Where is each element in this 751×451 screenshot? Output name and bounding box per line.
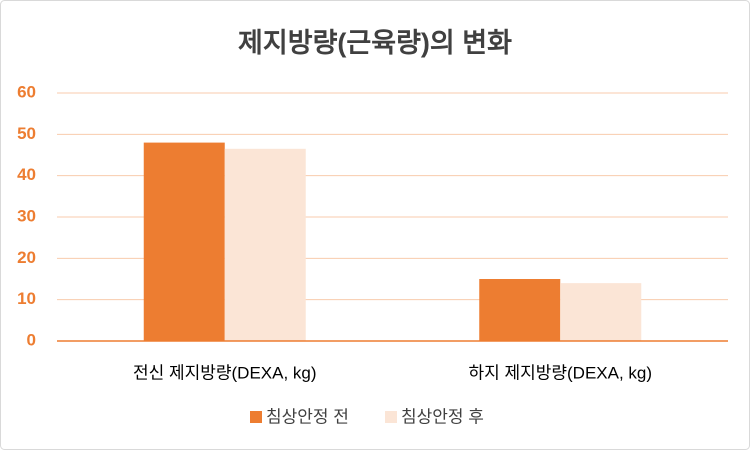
x-tick-label: 하지 제지방량(DEXA, kg) bbox=[468, 363, 652, 382]
y-tick-label: 30 bbox=[17, 206, 36, 225]
legend-label: 침상안정 후 bbox=[401, 407, 484, 426]
y-tick-label: 60 bbox=[17, 82, 36, 101]
y-tick-label: 0 bbox=[27, 330, 36, 349]
legend-swatch bbox=[385, 411, 397, 423]
y-tick-label: 50 bbox=[17, 124, 36, 143]
legend-swatch bbox=[250, 411, 262, 423]
chart-title: 제지방량(근육량)의 변화 bbox=[238, 28, 512, 58]
legend-label: 침상안정 전 bbox=[266, 407, 349, 426]
y-tick-label: 10 bbox=[17, 289, 36, 308]
bar bbox=[479, 279, 561, 341]
x-tick-label: 전신 제지방량(DEXA, kg) bbox=[133, 363, 317, 382]
y-tick-label: 20 bbox=[17, 248, 36, 267]
bar bbox=[143, 142, 225, 341]
y-tick-label: 40 bbox=[17, 165, 36, 184]
bar bbox=[560, 283, 642, 341]
bar bbox=[224, 148, 306, 341]
